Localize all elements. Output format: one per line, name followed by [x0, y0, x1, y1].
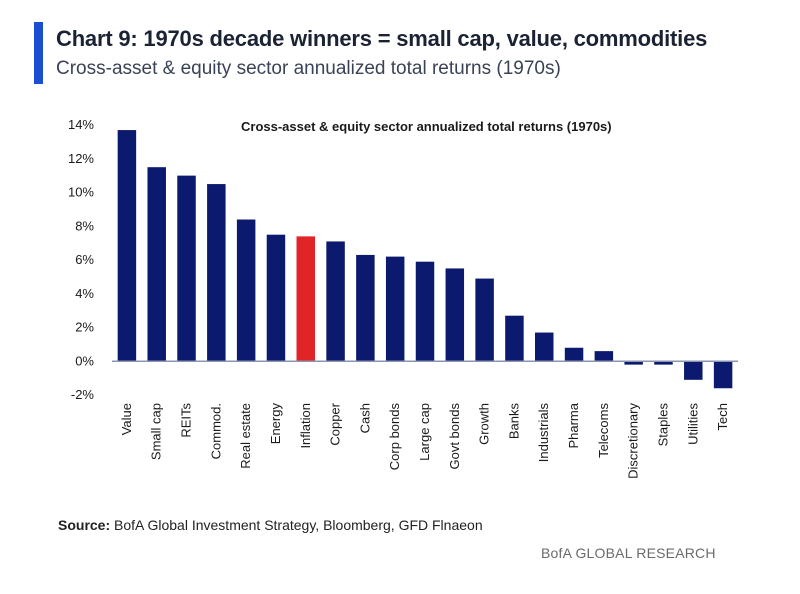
bar-pharma [564, 347, 584, 362]
x-tick-label: Energy [268, 403, 283, 445]
source-text: BofA Global Investment Strategy, Bloombe… [110, 517, 483, 533]
bar-energy [266, 234, 286, 362]
bar-small-cap [147, 167, 166, 362]
x-tick-label: Staples [655, 403, 670, 447]
bar-industrials [534, 332, 554, 362]
y-tick-label: 0% [75, 353, 94, 368]
x-tick-label: Growth [477, 403, 492, 445]
source-note: Source: BofA Global Investment Strategy,… [58, 517, 483, 533]
x-tick-label: Small cap [149, 403, 164, 460]
x-tick-label: Inflation [298, 403, 313, 449]
y-tick-label: 8% [75, 218, 94, 233]
x-tick-label: Utilities [685, 403, 700, 445]
bar-govt-bonds [445, 268, 465, 362]
x-axis-labels: Value Small cap REITs Commod. Real estate Ene… [119, 402, 730, 479]
x-tick-label: Industrials [536, 403, 551, 463]
y-tick-label: 4% [75, 286, 94, 301]
brand-footer: BofA GLOBAL RESEARCH [541, 545, 716, 561]
x-tick-label: Banks [506, 403, 521, 440]
x-tick-label: Commod. [208, 403, 223, 459]
x-tick-label: Tech [715, 403, 730, 430]
page-subtitle: Cross-asset & equity sector annualized t… [56, 58, 561, 79]
x-tick-label: Copper [328, 402, 343, 445]
y-tick-label: -2% [71, 387, 95, 402]
bar-chart: Cross-asset & equity sector annualized t… [68, 117, 738, 479]
bars-group [117, 130, 733, 389]
bar-cash [356, 254, 375, 362]
y-axis-ticks: -2% 0% 2% 4% 6% 8% 10% 12% 14% [68, 117, 94, 402]
y-tick-label: 12% [68, 151, 94, 166]
bar-copper [326, 241, 345, 362]
bar-growth [475, 278, 494, 362]
y-tick-label: 2% [75, 320, 94, 335]
bar-staples [654, 361, 673, 365]
title-accent-bar [34, 22, 43, 84]
x-tick-label: Govt bonds [447, 403, 462, 470]
x-tick-label: Discretionary [626, 403, 641, 479]
bar-discretionary [624, 361, 643, 365]
bar-utilities [684, 361, 703, 380]
x-tick-label: Real estate [238, 403, 253, 469]
x-tick-label: Cash [357, 403, 372, 433]
bar-large-cap [415, 261, 435, 362]
x-tick-label: Corp bonds [387, 403, 402, 471]
source-label: Source: [58, 517, 111, 533]
bar-reits [177, 175, 196, 362]
bar-real-estate [236, 219, 256, 362]
y-tick-label: 6% [75, 252, 94, 267]
x-tick-label: Value [119, 403, 134, 435]
x-tick-label: Pharma [566, 402, 581, 448]
bar-corp-bonds [385, 256, 405, 362]
bar-telecoms [594, 351, 614, 362]
bar-banks [505, 315, 524, 362]
y-tick-label: 14% [68, 117, 94, 132]
bar-commod [207, 184, 226, 362]
chart-inner-title: Cross-asset & equity sector annualized t… [241, 119, 612, 134]
bar-tech [713, 361, 733, 389]
x-tick-label: Large cap [417, 403, 432, 461]
bar-value [117, 130, 137, 362]
bar-inflation [296, 236, 316, 362]
page-title: Chart 9: 1970s decade winners = small ca… [56, 26, 708, 51]
y-tick-label: 10% [68, 185, 94, 200]
x-tick-label: Telecoms [596, 403, 611, 458]
x-tick-label: REITs [179, 403, 194, 438]
